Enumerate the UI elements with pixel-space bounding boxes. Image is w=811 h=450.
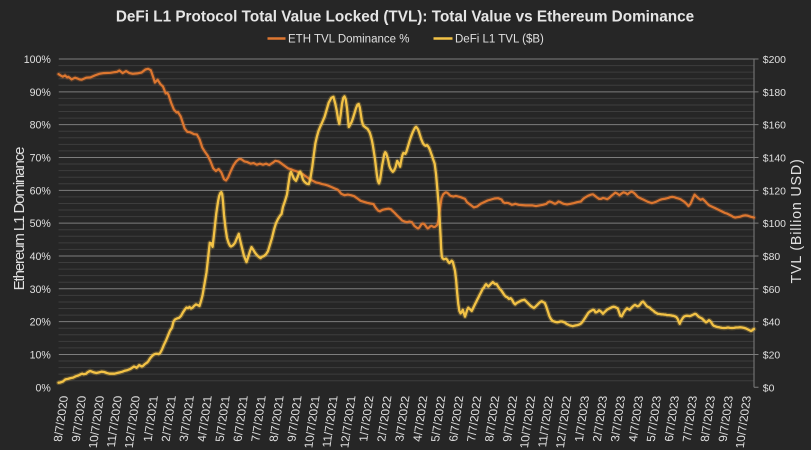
svg-text:2/7/2022: 2/7/2022 <box>374 396 394 442</box>
svg-text:90%: 90% <box>30 87 52 99</box>
svg-text:6/7/2021: 6/7/2021 <box>230 395 250 441</box>
svg-text:$180: $180 <box>763 88 786 99</box>
svg-text:8/7/2023: 8/7/2023 <box>698 395 718 441</box>
svg-text:4/7/2023: 4/7/2023 <box>626 395 646 441</box>
svg-text:9/7/2020: 9/7/2020 <box>69 395 89 441</box>
svg-text:$140: $140 <box>763 154 786 165</box>
svg-text:$100: $100 <box>763 219 786 230</box>
svg-text:4/7/2022: 4/7/2022 <box>410 396 430 442</box>
svg-text:70%: 70% <box>30 153 52 165</box>
svg-text:1/7/2022: 1/7/2022 <box>356 396 376 442</box>
svg-text:8/7/2022: 8/7/2022 <box>482 396 502 442</box>
svg-text:40%: 40% <box>30 251 52 263</box>
svg-text:DeFi L1 Protocol Total Value L: DeFi L1 Protocol Total Value Locked (TVL… <box>116 9 694 26</box>
svg-text:10%: 10% <box>30 350 52 362</box>
svg-text:3/7/2023: 3/7/2023 <box>608 395 628 441</box>
svg-text:5/7/2021: 5/7/2021 <box>212 395 232 441</box>
svg-text:7/7/2023: 7/7/2023 <box>680 395 700 441</box>
svg-text:$200: $200 <box>763 55 786 66</box>
svg-text:$120: $120 <box>763 186 786 197</box>
svg-text:2/7/2023: 2/7/2023 <box>590 395 610 441</box>
svg-text:ETH TVL Dominance %: ETH TVL Dominance % <box>288 34 409 46</box>
svg-text:6/7/2023: 6/7/2023 <box>662 395 682 441</box>
svg-text:9/7/2022: 9/7/2022 <box>500 396 520 442</box>
svg-text:0%: 0% <box>35 382 51 394</box>
svg-text:$20: $20 <box>763 351 781 362</box>
svg-text:5/7/2022: 5/7/2022 <box>428 396 448 442</box>
svg-text:7/7/2022: 7/7/2022 <box>464 396 484 442</box>
svg-text:$160: $160 <box>763 121 786 132</box>
svg-text:9/7/2023: 9/7/2023 <box>716 395 736 441</box>
svg-text:100%: 100% <box>24 54 52 66</box>
svg-text:1/7/2021: 1/7/2021 <box>141 395 161 441</box>
svg-text:80%: 80% <box>30 120 52 132</box>
svg-text:3/7/2022: 3/7/2022 <box>392 396 412 442</box>
svg-text:Ethereum L1 Dominance: Ethereum L1 Dominance <box>11 147 28 291</box>
svg-text:1/7/2023: 1/7/2023 <box>572 395 592 441</box>
svg-text:7/7/2021: 7/7/2021 <box>248 395 268 441</box>
svg-text:60%: 60% <box>30 185 52 197</box>
svg-text:$80: $80 <box>763 252 781 263</box>
svg-text:30%: 30% <box>30 284 52 296</box>
svg-text:20%: 20% <box>30 317 52 329</box>
svg-text:$0: $0 <box>763 383 775 394</box>
svg-text:8/7/2020: 8/7/2020 <box>51 395 71 441</box>
svg-text:$60: $60 <box>763 285 781 296</box>
svg-text:TVL (Billion USD): TVL (Billion USD) <box>789 158 805 283</box>
svg-text:8/7/2021: 8/7/2021 <box>266 395 286 441</box>
svg-text:50%: 50% <box>30 218 52 230</box>
svg-text:$40: $40 <box>763 318 781 329</box>
svg-text:DeFi L1 TVL ($B): DeFi L1 TVL ($B) <box>455 34 544 46</box>
svg-text:4/7/2021: 4/7/2021 <box>194 395 214 441</box>
svg-text:2/7/2021: 2/7/2021 <box>159 395 179 441</box>
svg-text:5/7/2023: 5/7/2023 <box>644 395 664 441</box>
svg-text:3/7/2021: 3/7/2021 <box>176 395 196 441</box>
svg-text:9/7/2021: 9/7/2021 <box>284 395 304 441</box>
svg-text:6/7/2022: 6/7/2022 <box>446 396 466 442</box>
